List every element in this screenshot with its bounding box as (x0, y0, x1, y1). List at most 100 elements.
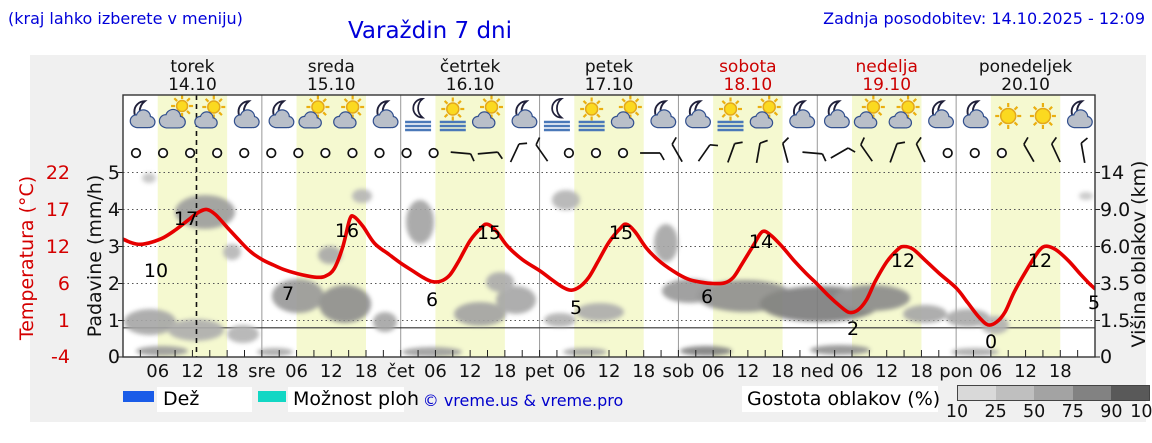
wind-barb-shaft (1023, 143, 1035, 163)
sun-ray (998, 106, 1003, 111)
cloud-blob (318, 246, 342, 264)
cloud-blob (373, 312, 397, 332)
temp-tick-label: -4 (51, 346, 70, 368)
x-tick-label: 18 (632, 361, 656, 382)
sun-ray (322, 98, 327, 103)
cloud-blob (319, 285, 371, 323)
rain-legend-bg (157, 387, 252, 412)
wind-barb-feather (860, 137, 866, 146)
temp-tick-label: 22 (45, 161, 70, 184)
cloud-blob (406, 200, 434, 244)
cloud-fill (336, 121, 353, 128)
wind-calm-icon (184, 147, 196, 159)
wind-barb-feather (734, 141, 743, 145)
cloud-fill (237, 120, 256, 127)
wind-barb-shaft (755, 143, 761, 163)
sun-ray (582, 113, 588, 118)
temp-point-label: 15 (608, 222, 634, 244)
weather-icon-sun (1029, 103, 1056, 129)
sun-ray (773, 111, 779, 116)
sun-ray (634, 111, 640, 116)
weather-icon-moon-cloud (685, 100, 711, 129)
cloud-tick-label: 0 (1100, 346, 1113, 368)
cloud-fill (197, 121, 214, 128)
precip-tick-label: 1 (107, 309, 120, 332)
precip-tick-label: 0 (107, 346, 120, 368)
wind-calm-icon (428, 147, 439, 159)
cloud-blob (563, 348, 607, 356)
location-hint: (kraj lahko izberete v meniju) (8, 9, 243, 28)
wind-barb-feather (782, 137, 790, 144)
weather-icon-moon-cloud (928, 100, 954, 129)
cloud-blob (654, 224, 678, 262)
day-date: 19.10 (862, 75, 912, 95)
day-name: ponedeljek (978, 57, 1073, 77)
precip-tick-label: 2 (107, 272, 120, 295)
wind-barb-icon (755, 139, 768, 163)
sun-ray (912, 111, 917, 116)
sun-ray (735, 113, 740, 118)
x-tick-label: 18 (493, 361, 517, 382)
weather-icon-sun-fog (717, 97, 744, 132)
sun-ray (1013, 121, 1019, 126)
cloud-tick-label: 9.0 (1100, 198, 1131, 221)
showers-legend-label: Možnost ploh (293, 388, 420, 410)
wind-calm-icon (212, 147, 223, 159)
cloud-fill (792, 120, 811, 127)
wind-barb-feather (847, 147, 856, 153)
weather-icon-moon-cloud (650, 100, 677, 129)
x-tick-label: 12 (180, 361, 204, 382)
cloud-tick-label: 3.5 (1100, 272, 1131, 295)
wind-calm-icon (374, 147, 385, 159)
cloud-fill (753, 121, 770, 128)
wind-calm-icon (996, 147, 1007, 159)
wind-barb-feather (896, 141, 906, 145)
cloud-blob (136, 346, 188, 356)
wind-calm-icon (617, 147, 629, 159)
cloud-density-label: Gostota oblakov (%) (747, 388, 941, 410)
rain-legend-swatch (123, 391, 154, 402)
x-tick-label: 18 (1048, 361, 1072, 382)
cloud-density-gradient-segment (1110, 386, 1150, 400)
day-date: 15.10 (306, 75, 356, 95)
wind-barb-icon (727, 141, 743, 163)
cloud-density-tick-label: 100 (1130, 402, 1152, 422)
copyright-text: © vreme.us & vreme.pro (422, 391, 624, 410)
cloud-fill (931, 120, 950, 127)
weather-icon-moon-cloud (962, 100, 989, 129)
sun-ray (1032, 106, 1038, 111)
cloud-tick-label: 6.0 (1100, 235, 1131, 258)
cloud-fill (301, 121, 319, 128)
page-title: Varaždin 7 dni (347, 18, 513, 44)
sun-disc (1034, 107, 1052, 125)
day-name: nedelja (855, 57, 918, 77)
wind-barb-icon (1080, 137, 1089, 163)
weather-icon-sun-cloud (749, 95, 781, 129)
wind-barb-icon (697, 143, 719, 162)
cloud-density-gradient-segment (1034, 386, 1073, 400)
cloud-fill (1070, 120, 1089, 127)
wind-barb-shaft (802, 151, 823, 155)
cloud-blob (124, 309, 176, 335)
sun-disc (311, 100, 325, 114)
cloud-blob (544, 313, 576, 327)
wind-calm-icon (590, 147, 602, 159)
day-date: 20.10 (1001, 75, 1050, 95)
weather-icon-sun-cloud (853, 95, 885, 129)
wind-barb-shaft (727, 143, 736, 163)
x-tick-label: 06 (285, 361, 309, 382)
wind-barb-shaft (830, 147, 849, 159)
weather-icon-sun (995, 103, 1022, 129)
sun-ray (998, 121, 1003, 126)
weather-icon-moon-cloud (233, 100, 260, 129)
wind-calm-icon (293, 147, 304, 159)
sun-ray (496, 111, 501, 116)
cloud-density-tick-label: 90 (1100, 402, 1123, 422)
wind-barb-icon (1050, 136, 1061, 163)
cloud-fill (614, 121, 631, 128)
wind-calm-icon (130, 147, 142, 159)
weather-icon-moon-cloud (129, 100, 156, 129)
day-date: 18.10 (723, 75, 773, 95)
x-tick-label: 12 (319, 361, 343, 382)
